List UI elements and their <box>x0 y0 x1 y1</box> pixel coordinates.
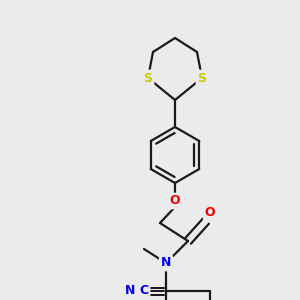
Text: N: N <box>125 284 135 298</box>
Text: S: S <box>197 71 206 85</box>
Text: N: N <box>161 256 171 269</box>
Text: C: C <box>140 284 148 298</box>
Text: O: O <box>170 194 180 208</box>
Text: S: S <box>143 71 152 85</box>
Text: O: O <box>205 206 215 220</box>
